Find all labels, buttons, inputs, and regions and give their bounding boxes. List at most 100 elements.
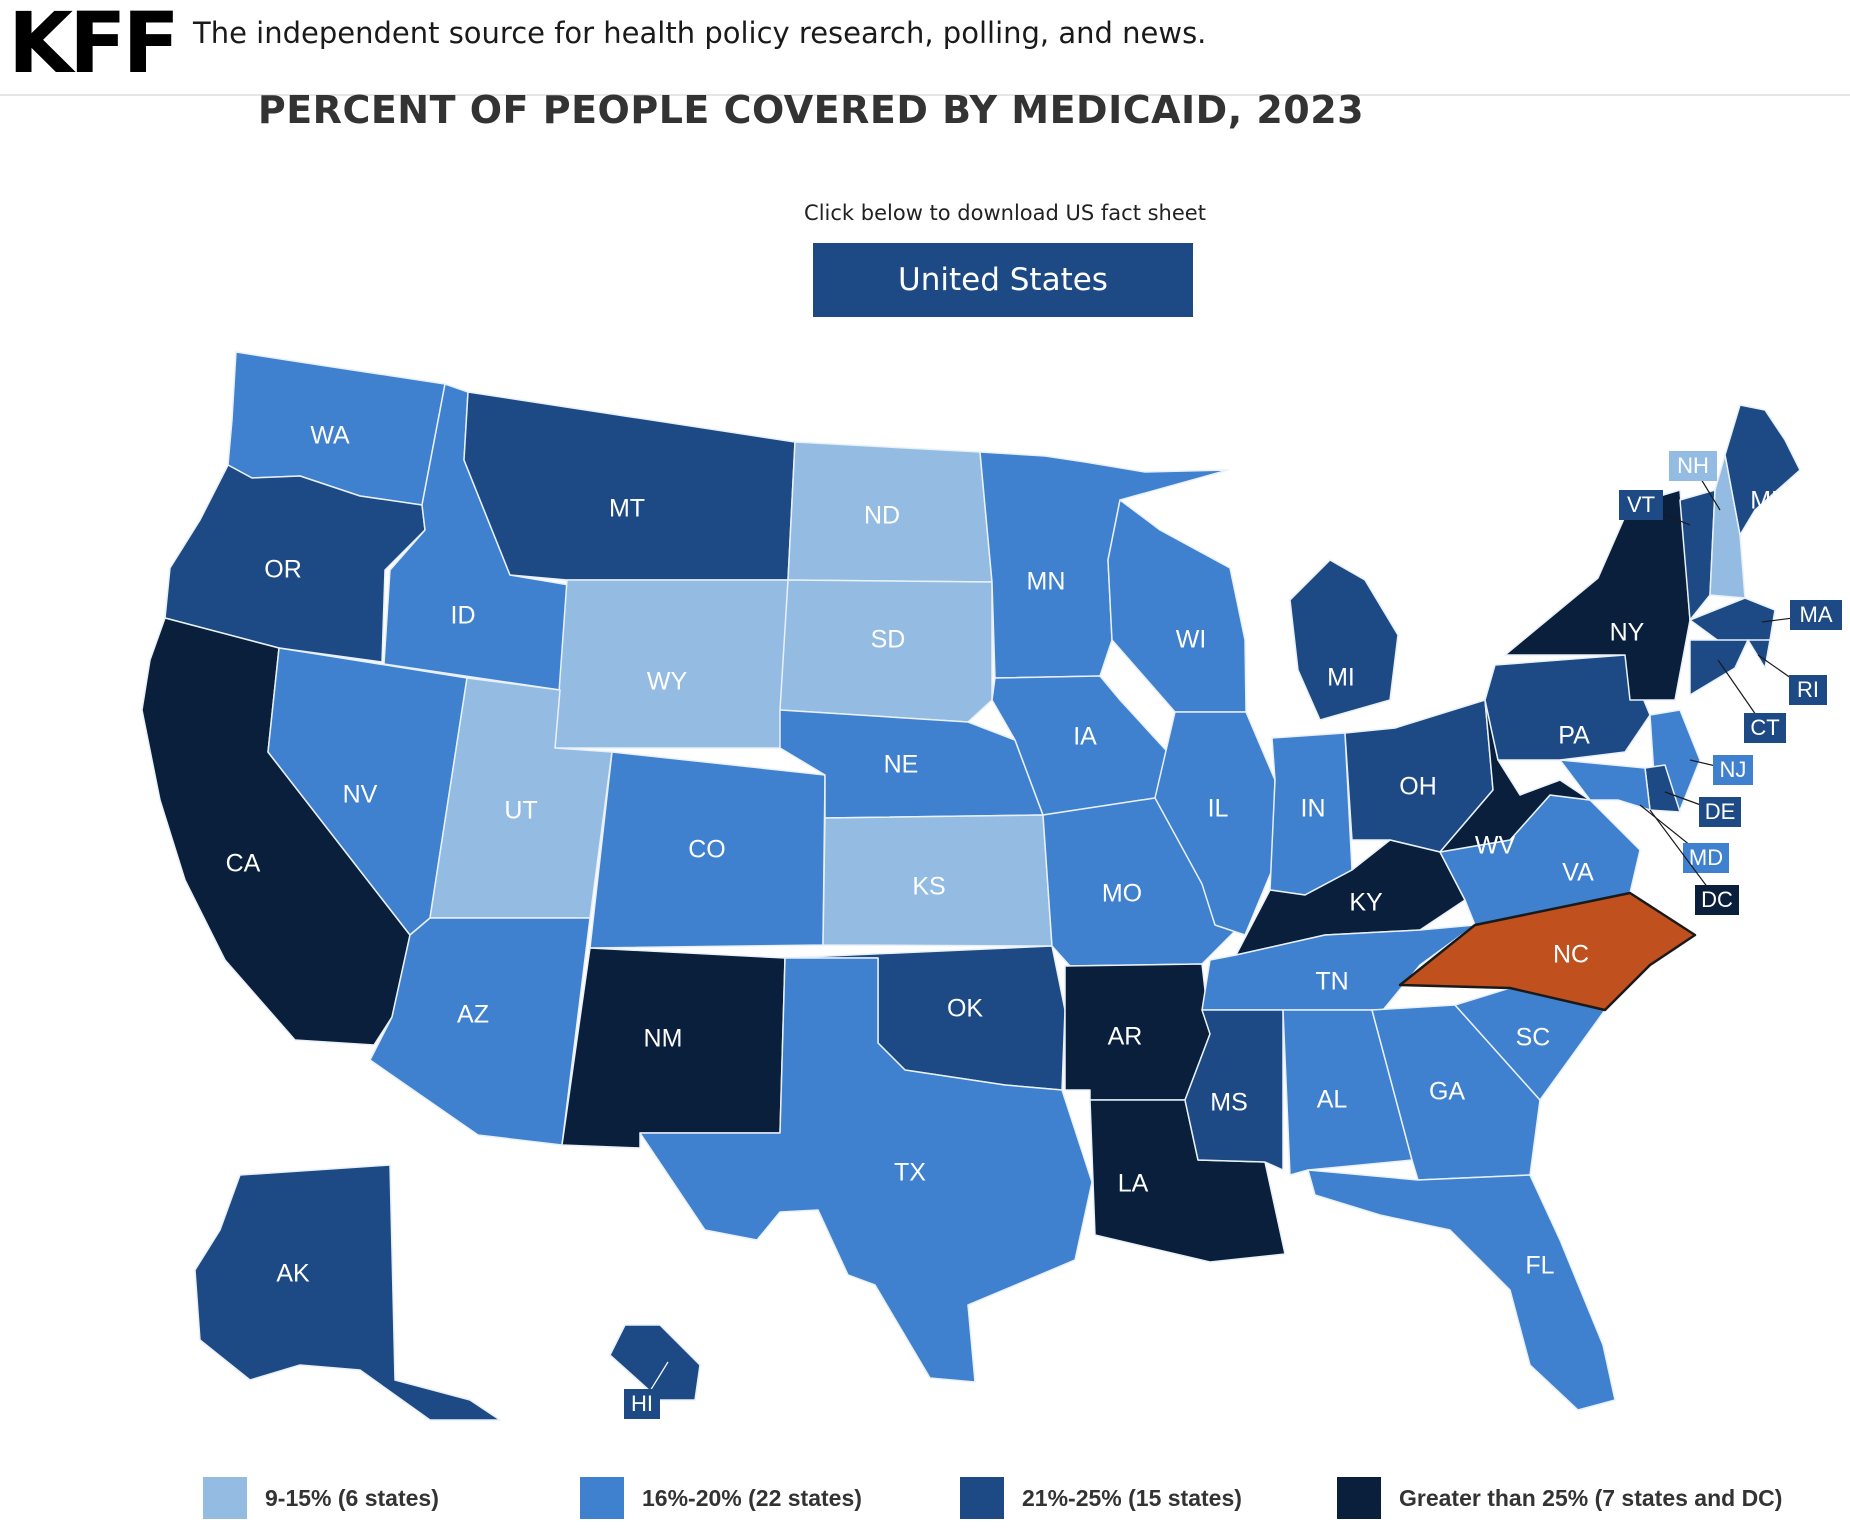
callout-box-nh[interactable] bbox=[1669, 451, 1717, 481]
callout-label-nj[interactable]: NJ bbox=[1720, 757, 1747, 782]
callout-box-vt[interactable] bbox=[1619, 490, 1663, 520]
state-ms[interactable] bbox=[1184, 1009, 1284, 1171]
state-pa[interactable] bbox=[1484, 654, 1651, 761]
state-label-mt[interactable]: MT bbox=[609, 495, 645, 523]
state-label-ny[interactable]: NY bbox=[1610, 619, 1645, 647]
state-mt[interactable] bbox=[463, 391, 796, 581]
callout-label-hi[interactable]: HI bbox=[631, 1391, 653, 1416]
state-tx[interactable] bbox=[639, 957, 1093, 1383]
state-label-va[interactable]: VA bbox=[1562, 859, 1594, 887]
state-label-ok[interactable]: OK bbox=[947, 995, 983, 1023]
legend-label: Greater than 25% (7 states and DC) bbox=[1399, 1484, 1783, 1511]
state-label-tn[interactable]: TN bbox=[1315, 968, 1348, 996]
legend-item-21-25: 21%-25% (15 states) bbox=[960, 1477, 1242, 1519]
callout-box-ct[interactable] bbox=[1744, 713, 1786, 743]
legend-item-gt25: Greater than 25% (7 states and DC) bbox=[1337, 1477, 1782, 1519]
state-label-or[interactable]: OR bbox=[264, 556, 302, 584]
state-me[interactable] bbox=[1724, 404, 1801, 536]
state-label-wa[interactable]: WA bbox=[310, 422, 350, 450]
state-label-ks[interactable]: KS bbox=[912, 873, 945, 901]
callout-label-ct[interactable]: CT bbox=[1750, 715, 1779, 740]
state-hi[interactable] bbox=[609, 1324, 701, 1401]
state-label-mi[interactable]: MI bbox=[1327, 664, 1355, 692]
callout-box-ma[interactable] bbox=[1790, 600, 1842, 630]
state-label-az[interactable]: AZ bbox=[457, 1001, 489, 1029]
callout-box-md[interactable] bbox=[1683, 843, 1729, 873]
state-label-co[interactable]: CO bbox=[688, 836, 726, 864]
callout-label-md[interactable]: MD bbox=[1689, 845, 1723, 870]
map-title: PERCENT OF PEOPLE COVERED BY MEDICAID, 2… bbox=[257, 88, 1365, 132]
state-label-wi[interactable]: WI bbox=[1176, 626, 1207, 654]
state-label-fl[interactable]: FL bbox=[1525, 1252, 1554, 1280]
callout-label-dc[interactable]: DC bbox=[1701, 887, 1733, 912]
state-mi[interactable] bbox=[1289, 559, 1399, 721]
callout-label-de[interactable]: DE bbox=[1705, 799, 1736, 824]
state-label-wv[interactable]: WV bbox=[1475, 832, 1516, 860]
state-label-id[interactable]: ID bbox=[451, 602, 476, 630]
state-label-ky[interactable]: KY bbox=[1349, 889, 1383, 917]
state-or[interactable] bbox=[164, 464, 426, 663]
state-label-pa[interactable]: PA bbox=[1558, 722, 1590, 750]
state-wi[interactable] bbox=[1107, 499, 1247, 713]
state-label-ga[interactable]: GA bbox=[1429, 1078, 1465, 1106]
state-label-il[interactable]: IL bbox=[1208, 795, 1229, 823]
state-az[interactable] bbox=[369, 917, 591, 1146]
state-ri[interactable] bbox=[1747, 639, 1771, 669]
state-label-in[interactable]: IN bbox=[1301, 795, 1326, 823]
state-label-ut[interactable]: UT bbox=[504, 797, 537, 825]
state-tn[interactable] bbox=[1201, 924, 1476, 1011]
callout-box-ri[interactable] bbox=[1789, 675, 1827, 705]
callout-box-hi[interactable] bbox=[624, 1389, 660, 1419]
state-label-nd[interactable]: ND bbox=[864, 502, 900, 530]
callout-box-nj[interactable] bbox=[1713, 755, 1753, 785]
site-header: KFF The independent source for health po… bbox=[0, 0, 1850, 96]
state-md[interactable] bbox=[1559, 759, 1651, 811]
state-label-ca[interactable]: CA bbox=[226, 850, 261, 878]
state-label-sd[interactable]: SD bbox=[871, 626, 906, 654]
legend-label: 9-15% (6 states) bbox=[265, 1484, 439, 1511]
state-label-ar[interactable]: AR bbox=[1108, 1023, 1143, 1051]
state-al[interactable] bbox=[1282, 1009, 1413, 1176]
state-label-oh[interactable]: OH bbox=[1399, 773, 1437, 801]
state-label-nc[interactable]: NC bbox=[1553, 941, 1589, 969]
legend-swatch bbox=[203, 1477, 247, 1519]
state-label-ms[interactable]: MS bbox=[1210, 1089, 1248, 1117]
state-label-me[interactable]: ME bbox=[1750, 487, 1788, 515]
state-label-mo[interactable]: MO bbox=[1102, 880, 1142, 908]
state-nc[interactable] bbox=[1398, 891, 1697, 1012]
state-wy[interactable] bbox=[554, 579, 789, 749]
callout-label-ma[interactable]: MA bbox=[1800, 602, 1833, 627]
state-il[interactable] bbox=[1154, 711, 1276, 936]
callout-label-nh[interactable]: NH bbox=[1677, 453, 1709, 478]
state-label-ne[interactable]: NE bbox=[884, 751, 919, 779]
callout-label-vt[interactable]: VT bbox=[1627, 492, 1655, 517]
state-label-tx[interactable]: TX bbox=[894, 1159, 926, 1187]
state-ak[interactable] bbox=[194, 1164, 501, 1421]
legend-label: 21%-25% (15 states) bbox=[1022, 1484, 1242, 1511]
united-states-button[interactable]: United States bbox=[813, 243, 1193, 317]
state-sd[interactable] bbox=[779, 579, 993, 723]
state-nh[interactable] bbox=[1709, 454, 1746, 599]
legend-item-9-15: 9-15% (6 states) bbox=[203, 1477, 439, 1519]
state-label-nv[interactable]: NV bbox=[343, 781, 378, 809]
state-label-sc[interactable]: SC bbox=[1516, 1024, 1551, 1052]
callout-box-de[interactable] bbox=[1699, 797, 1741, 827]
kff-logo[interactable]: KFF bbox=[8, 0, 180, 92]
state-label-ak[interactable]: AK bbox=[276, 1260, 310, 1288]
state-label-nm[interactable]: NM bbox=[644, 1025, 683, 1053]
us-choropleth-map: WA OR CA ID NV MT WY UT AZ CO NM ND SD NE KS OK TX MN IA MO… bbox=[141, 351, 1842, 1421]
state-ct[interactable] bbox=[1689, 639, 1749, 696]
legend-swatch bbox=[1337, 1477, 1381, 1519]
state-label-la[interactable]: LA bbox=[1118, 1170, 1149, 1198]
state-wv[interactable] bbox=[1439, 699, 1591, 853]
callout-box-dc[interactable] bbox=[1695, 885, 1739, 915]
state-ma[interactable] bbox=[1689, 597, 1776, 643]
callout-label-ri[interactable]: RI bbox=[1797, 677, 1819, 702]
state-fl[interactable] bbox=[1307, 1169, 1616, 1411]
legend-label: 16%-20% (22 states) bbox=[642, 1484, 862, 1511]
legend-item-16-20: 16%-20% (22 states) bbox=[580, 1477, 862, 1519]
state-label-al[interactable]: AL bbox=[1317, 1086, 1348, 1114]
state-label-ia[interactable]: IA bbox=[1073, 723, 1097, 751]
state-label-mn[interactable]: MN bbox=[1027, 568, 1066, 596]
state-label-wy[interactable]: WY bbox=[647, 668, 688, 696]
